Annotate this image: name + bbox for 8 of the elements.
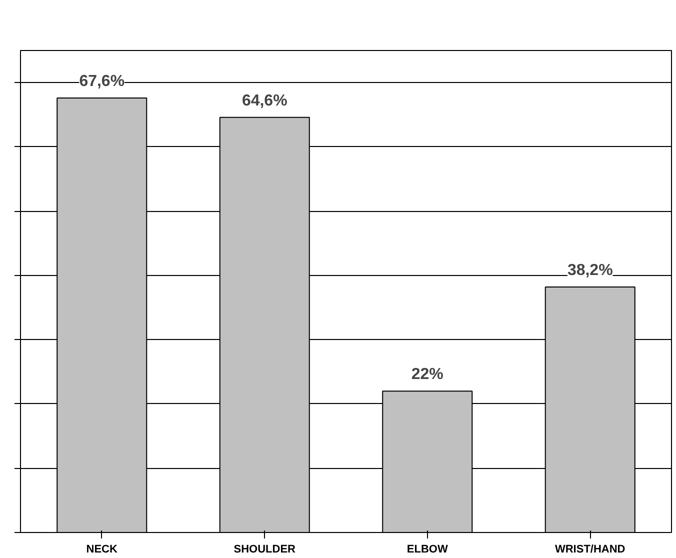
x-tick-label: NECK <box>86 544 118 556</box>
data-label: 38,2% <box>567 262 613 279</box>
data-label: 22% <box>411 366 444 384</box>
x-tick-label: ELBOW <box>406 544 448 556</box>
data-label: 67,6% <box>79 73 125 90</box>
x-tick-label: WRIST/HAND <box>554 544 626 556</box>
x-tick-label: SHOULDER <box>234 544 296 556</box>
data-label: 64,6% <box>242 92 288 110</box>
